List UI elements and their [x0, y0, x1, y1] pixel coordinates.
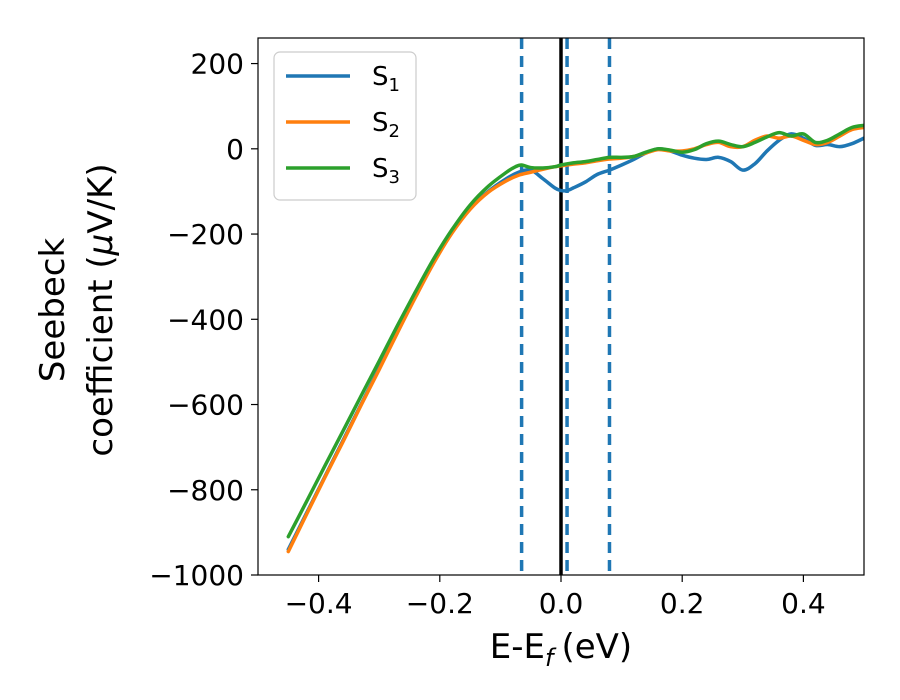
- y-axis-label-mu: μ: [81, 234, 121, 257]
- y-tick-label: −600: [167, 389, 244, 422]
- series-lines: [286, 123, 864, 554]
- x-tick-label: 0.0: [539, 587, 584, 620]
- y-axis-label-line1: Seebeck: [33, 238, 73, 383]
- reference-lines: [519, 38, 612, 575]
- y-tick-label: −800: [167, 474, 244, 507]
- x-tick-label: −0.2: [406, 587, 474, 620]
- x-axis-label-subscript: f: [545, 644, 557, 672]
- legend: S1 S2 S3: [273, 51, 417, 201]
- x-tick-label: −0.4: [285, 587, 353, 620]
- x-tick-label: 0.4: [781, 587, 826, 620]
- legend-label-s3: S3: [372, 154, 400, 188]
- legend-label-s2: S2: [372, 108, 400, 142]
- y-tick-label: −400: [167, 303, 244, 336]
- y-tick-label: 0: [226, 133, 244, 166]
- x-axis-label-main: E-E: [490, 627, 545, 667]
- x-tick-label: 0.2: [660, 587, 705, 620]
- series-line-s3: [286, 123, 864, 539]
- x-axis-label-unit: (eV): [561, 627, 632, 667]
- y-tick-label: −1000: [149, 559, 244, 592]
- legend-box: [273, 51, 417, 201]
- legend-entries: S1 S2 S3: [286, 62, 400, 188]
- x-axis-ticks: −0.4 −0.2 0.0 0.2 0.4: [285, 575, 826, 620]
- y-axis-label-unit: V/K): [81, 163, 121, 233]
- legend-label-s1: S1: [372, 62, 400, 96]
- y-axis-label-line2: coefficient (μV/K): [81, 163, 121, 456]
- y-tick-label: −200: [167, 218, 244, 251]
- x-axis-label: E-Ef (eV): [490, 627, 632, 672]
- y-tick-label: 200: [191, 48, 244, 81]
- y-axis-ticks: −1000 −800 −600 −400 −200 0 200: [149, 48, 258, 592]
- y-axis-label-text: coefficient (: [81, 255, 121, 456]
